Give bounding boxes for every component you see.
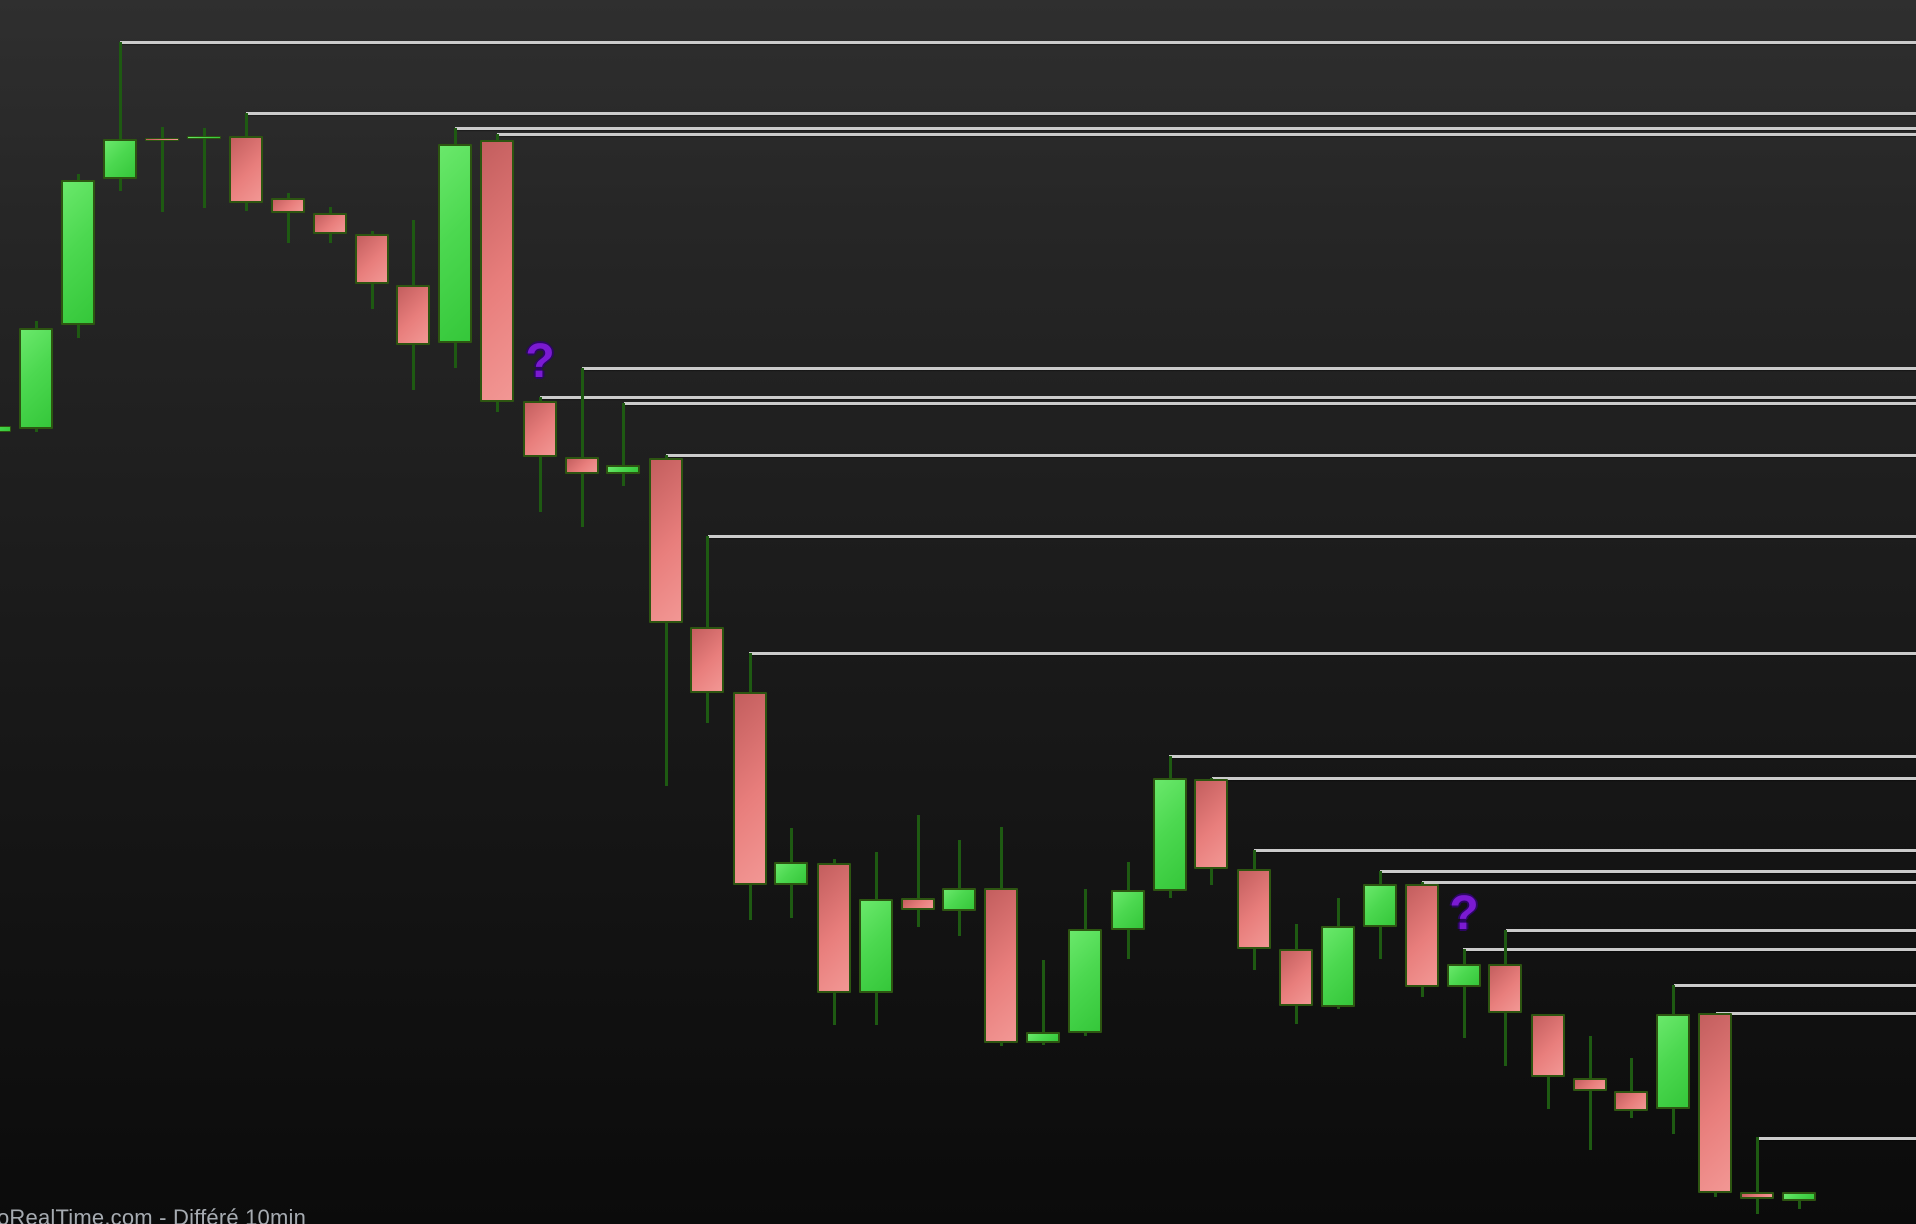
candle-body-up bbox=[0, 426, 11, 432]
candle-wick bbox=[916, 815, 920, 927]
candle-body-up bbox=[438, 144, 472, 343]
level-line bbox=[246, 112, 1916, 115]
candle-body-down bbox=[480, 140, 514, 402]
level-line bbox=[497, 133, 1916, 136]
candle-body-up bbox=[942, 888, 976, 911]
level-line bbox=[708, 535, 1916, 538]
candle-body-down bbox=[817, 863, 851, 993]
level-line bbox=[1674, 984, 1916, 987]
candle-body-down bbox=[984, 888, 1018, 1043]
candle-body-up bbox=[859, 899, 893, 993]
candle-body-down bbox=[1531, 1014, 1565, 1077]
candle-body-down bbox=[565, 457, 599, 474]
candle-wick bbox=[1755, 1137, 1759, 1214]
candle-wick bbox=[1588, 1036, 1592, 1150]
candle-body-up bbox=[1153, 778, 1187, 891]
candle-wick bbox=[286, 193, 290, 243]
level-line bbox=[666, 454, 1916, 457]
candle-body-up bbox=[1321, 926, 1355, 1007]
level-line bbox=[749, 652, 1916, 655]
level-line bbox=[540, 396, 1916, 399]
candle-wick bbox=[202, 128, 206, 208]
candle-body-down bbox=[271, 198, 305, 213]
level-line bbox=[624, 402, 1916, 405]
level-line bbox=[1716, 1012, 1916, 1015]
level-line bbox=[1169, 755, 1916, 758]
question-mark-marker[interactable]: ? bbox=[525, 335, 555, 388]
platform-watermark: oRealTime.com - Différé 10min bbox=[0, 1205, 307, 1224]
level-line bbox=[1506, 929, 1916, 932]
candle-body-down bbox=[733, 692, 767, 885]
level-line bbox=[1380, 870, 1916, 873]
candle-body-down bbox=[1698, 1013, 1732, 1193]
candle-body-down bbox=[1194, 779, 1228, 869]
candle-body-down bbox=[649, 458, 683, 623]
question-mark-marker[interactable]: ? bbox=[1449, 887, 1479, 940]
candle-body-down bbox=[313, 213, 347, 234]
candle-body-up bbox=[1656, 1014, 1690, 1109]
candle-body-up bbox=[19, 328, 53, 429]
candle-body-down bbox=[901, 898, 935, 910]
candle-body-up bbox=[1447, 964, 1481, 987]
candle-body-down bbox=[1573, 1078, 1607, 1091]
candle-body-down bbox=[1614, 1091, 1648, 1111]
candle-body-down bbox=[1237, 869, 1271, 949]
level-line bbox=[1212, 777, 1916, 780]
candle-wick bbox=[1629, 1058, 1633, 1118]
level-line bbox=[1463, 948, 1916, 951]
candle-body-up bbox=[103, 139, 137, 179]
candle-body-down bbox=[1488, 964, 1522, 1013]
level-line bbox=[120, 41, 1916, 44]
level-line bbox=[1758, 1137, 1916, 1140]
candle-body-down bbox=[355, 234, 389, 284]
candle-body-down bbox=[229, 136, 263, 203]
candle-body-down bbox=[396, 285, 430, 345]
candle-wick bbox=[1462, 949, 1466, 1038]
candle-wick bbox=[621, 403, 625, 486]
candle-body-up bbox=[187, 136, 221, 139]
candle-body-down bbox=[690, 627, 724, 693]
level-line bbox=[582, 367, 1916, 370]
candle-body-down bbox=[1740, 1192, 1774, 1199]
candle-wick bbox=[580, 368, 584, 527]
candle-wick bbox=[1041, 960, 1045, 1045]
candle-body-down bbox=[1405, 884, 1439, 987]
candle-body-up bbox=[1111, 890, 1145, 930]
level-line bbox=[1254, 849, 1916, 852]
candle-body-up bbox=[606, 465, 640, 474]
candle-body-up bbox=[1363, 884, 1397, 927]
candle-wick bbox=[160, 127, 164, 212]
candle-body-down bbox=[1279, 949, 1313, 1006]
level-line bbox=[1422, 881, 1916, 884]
candle-body-down bbox=[523, 401, 557, 457]
candle-body-up bbox=[1026, 1032, 1060, 1043]
level-line bbox=[455, 127, 1916, 130]
candle-body-down bbox=[145, 138, 179, 141]
candle-wick bbox=[118, 42, 122, 191]
candle-body-up bbox=[774, 862, 808, 885]
candle-body-up bbox=[1068, 929, 1102, 1033]
candle-body-up bbox=[61, 180, 95, 325]
candle-body-up bbox=[1782, 1192, 1816, 1201]
